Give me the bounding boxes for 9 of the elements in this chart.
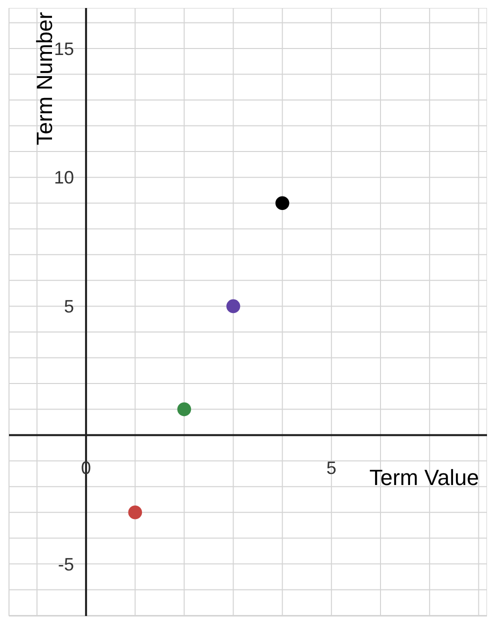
point (275, 196, 290, 210)
y-tick-label: 15 (54, 38, 74, 59)
y-tick-label: 5 (64, 296, 74, 317)
point (128, 505, 142, 520)
point (177, 402, 192, 416)
y-tick-label: -5 (58, 554, 74, 574)
y-tick-label: 10 (54, 168, 74, 188)
point (226, 299, 240, 314)
x-axis-title: Term Value (369, 465, 479, 490)
